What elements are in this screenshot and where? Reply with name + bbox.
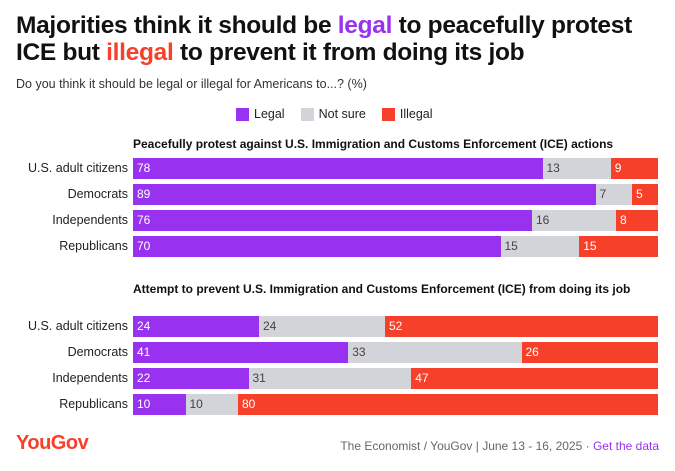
source-text: The Economist / YouGov | June 13 - 16, 2… [340,439,593,453]
row-label: Independents [52,213,128,227]
bar-row: 76 16 8 [133,210,658,231]
panel-title-1: Peacefully protest against U.S. Immigrat… [133,137,614,151]
bar-segment-legal: 24 [133,316,259,337]
bar-segment-legal: 41 [133,342,349,363]
data-label: 22 [137,371,151,385]
legend-label-legal: Legal [254,107,285,121]
data-label: 15 [504,239,518,253]
bar-segment-legal: 78 [133,158,543,179]
bar-segment-illegal: 8 [616,210,658,231]
data-label: 76 [137,213,151,227]
legend-label-illegal: Illegal [399,107,433,121]
legend-swatch-legal [236,107,249,121]
bar-segment-illegal: 15 [579,236,658,257]
data-label: 89 [137,187,151,201]
row-label: Republicans [59,397,128,411]
bar-segment-illegal: 26 [521,342,658,363]
panel-title-2: Attempt to prevent U.S. Immigration and … [133,282,631,296]
bar-row: 41 33 26 [133,342,658,363]
data-label: 80 [242,397,256,411]
data-label: 78 [137,161,151,175]
bar-segment-illegal: 80 [238,394,658,415]
legend-swatch-illegal [381,107,395,121]
data-label: 52 [389,319,403,333]
bar-segment-notsure: 24 [259,316,385,337]
data-label: 8 [620,213,627,227]
data-label: 10 [137,397,151,411]
chart-subtitle: Do you think it should be legal or illeg… [16,77,367,91]
bar-segment-illegal: 9 [610,158,658,179]
chart-title: Majorities think it should be legal to p… [16,12,666,66]
data-label: 15 [583,239,597,253]
bar-segment-legal: 10 [133,394,186,415]
bar-segment-legal: 76 [133,210,532,231]
data-label: 70 [137,239,151,253]
data-label: 26 [525,345,539,359]
row-label: Democrats [67,187,128,201]
data-label: 10 [189,397,203,411]
legend: Legal Not sure Illegal [236,107,433,121]
bar-segment-notsure: 10 [185,394,238,415]
footer-source: The Economist / YouGov | June 13 - 16, 2… [340,439,659,453]
data-label: 16 [536,213,550,227]
bar-segment-notsure: 13 [542,158,611,179]
legend-label-notsure: Not sure [318,107,366,121]
bar-segment-notsure: 7 [595,184,632,205]
data-label: 41 [137,345,151,359]
bar-segment-legal: 22 [133,368,249,389]
data-label: 13 [546,161,560,175]
bar-segment-notsure: 16 [532,210,616,231]
bar-segment-notsure: 31 [248,368,412,389]
title-illegal-word: illegal [106,39,174,66]
row-label: U.S. adult citizens [27,319,128,333]
get-the-data-link[interactable]: Get the data [592,439,659,453]
bar-segment-illegal: 47 [411,368,658,389]
data-label: 5 [635,187,643,201]
data-label: 47 [415,371,429,385]
legend-item-illegal: Illegal [381,107,433,121]
data-label: 33 [352,345,366,359]
title-part-3: to prevent it from doing its job [173,39,525,66]
title-part-2: to peacefully protest ICE but [16,12,632,66]
bar-row: 89 7 5 [133,184,658,205]
bar-row: 24 24 52 [133,316,658,337]
data-label: 9 [614,161,622,175]
data-label: 24 [137,319,151,333]
legend-swatch-notsure [300,107,314,121]
row-label: U.S. adult citizens [27,161,128,175]
data-label: 24 [263,319,277,333]
bar-segment-illegal: 52 [385,316,658,337]
bar-row: 10 10 80 [133,394,658,415]
row-label: Democrats [67,345,128,359]
bar-segment-illegal: 5 [631,184,658,205]
bar-segment-legal: 70 [133,236,501,257]
title-part-1: Majorities think it should be [16,12,338,39]
legend-item-legal: Legal [236,107,285,121]
bar-segment-notsure: 15 [500,236,580,257]
title-legal-word: legal [337,12,393,39]
legend-item-notsure: Not sure [300,107,366,121]
yougov-logo: YouGov [16,432,89,454]
bar-segment-notsure: 33 [348,342,522,363]
data-label: 7 [599,187,607,201]
bar-row: 22 31 47 [133,368,658,389]
row-label: Independents [52,371,128,385]
bar-segment-legal: 89 [133,184,596,205]
bar-row: 78 13 9 [133,158,658,179]
bar-row: 70 15 15 [133,236,658,257]
data-label: 31 [252,371,266,385]
row-label: Republicans [59,239,128,253]
